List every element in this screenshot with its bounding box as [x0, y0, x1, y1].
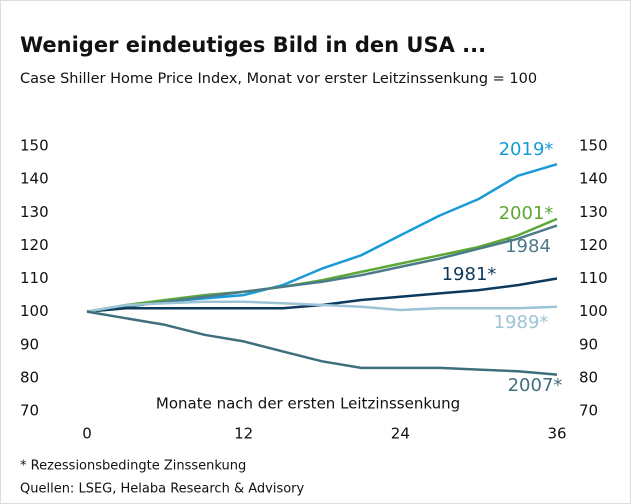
series-label: 1989*: [494, 312, 549, 333]
y-tick-label: 130: [20, 203, 49, 221]
series-label: 2007*: [508, 375, 563, 396]
series-label: 2001*: [499, 203, 554, 224]
y-tick-label: 80: [20, 368, 39, 386]
y-tick-label: 90: [20, 335, 39, 353]
series-label: 1981*: [442, 264, 497, 285]
y2-tick-label: 80: [579, 368, 598, 386]
y-tick-label: 100: [20, 302, 49, 320]
y2-tick-label: 120: [579, 236, 608, 254]
y-tick-label: 70: [20, 402, 39, 420]
series-line: [86, 217, 558, 313]
y2-tick-label: 70: [579, 402, 598, 420]
footnote: Quellen: LSEG, Helaba Research & Advisor…: [20, 482, 305, 497]
y-tick-label: 150: [20, 137, 49, 155]
chart-subtitle: Case Shiller Home Price Index, Monat vor…: [20, 71, 537, 87]
y-tick-label: 120: [20, 236, 49, 254]
x-tick-label: 36: [547, 425, 566, 443]
series-label: 1984: [505, 236, 551, 257]
x-tick-label: 12: [234, 425, 253, 443]
series-line: [86, 224, 558, 313]
footnote: * Rezessionsbedingte Zinssenkung: [20, 459, 246, 474]
y2-tick-label: 110: [579, 269, 608, 287]
x-tick-label: 24: [391, 425, 410, 443]
x-tick-label: 0: [82, 425, 92, 443]
y2-tick-label: 150: [579, 137, 608, 155]
series-line: [86, 310, 558, 376]
y2-tick-label: 100: [579, 302, 608, 320]
series-line: [86, 300, 558, 313]
series-label: 2019*: [499, 139, 554, 160]
x-axis-label: Monate nach der ersten Leitzinssenkung: [156, 395, 460, 413]
chart-title: Weniger eindeutiges Bild in den USA ...: [20, 33, 486, 57]
y2-tick-label: 130: [579, 203, 608, 221]
y-tick-label: 140: [20, 170, 49, 188]
y2-tick-label: 140: [579, 170, 608, 188]
y-tick-label: 110: [20, 269, 49, 287]
y2-tick-label: 90: [579, 335, 598, 353]
